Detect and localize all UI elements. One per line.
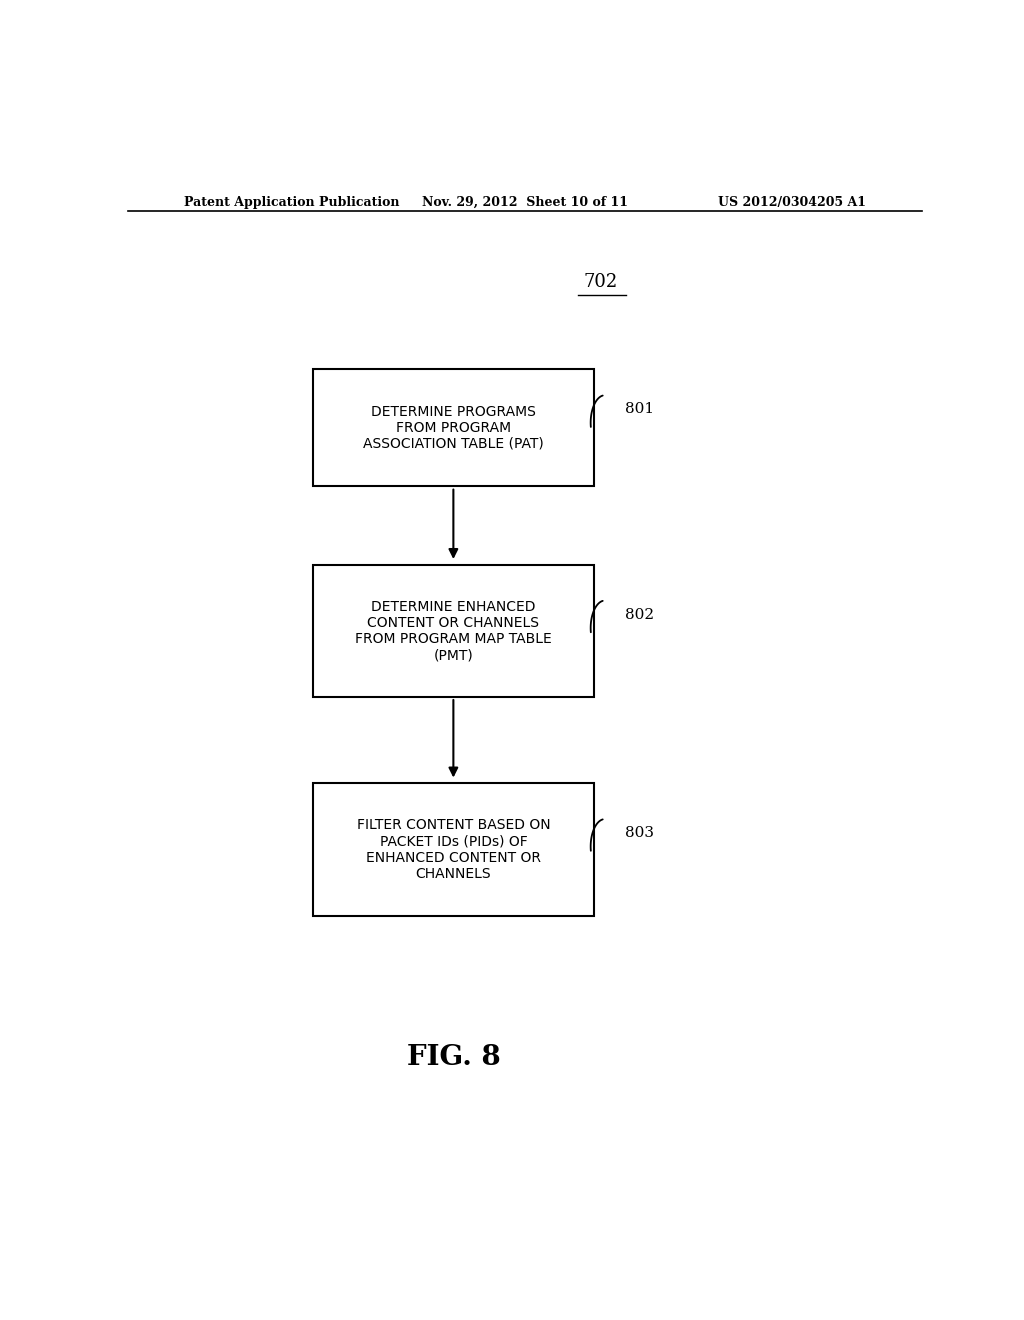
Text: 702: 702 bbox=[583, 273, 617, 292]
Text: DETERMINE ENHANCED
CONTENT OR CHANNELS
FROM PROGRAM MAP TABLE
(PMT): DETERMINE ENHANCED CONTENT OR CHANNELS F… bbox=[355, 599, 552, 663]
Bar bbox=[312, 565, 594, 697]
Text: FIG. 8: FIG. 8 bbox=[407, 1044, 501, 1072]
Text: 801: 801 bbox=[625, 403, 654, 416]
Text: 802: 802 bbox=[625, 607, 654, 622]
Text: US 2012/0304205 A1: US 2012/0304205 A1 bbox=[718, 195, 866, 209]
Text: 803: 803 bbox=[625, 826, 653, 841]
Text: FILTER CONTENT BASED ON
PACKET IDs (PIDs) OF
ENHANCED CONTENT OR
CHANNELS: FILTER CONTENT BASED ON PACKET IDs (PIDs… bbox=[356, 818, 550, 880]
Bar bbox=[312, 370, 594, 486]
Text: DETERMINE PROGRAMS
FROM PROGRAM
ASSOCIATION TABLE (PAT): DETERMINE PROGRAMS FROM PROGRAM ASSOCIAT… bbox=[362, 404, 544, 451]
Text: Nov. 29, 2012  Sheet 10 of 11: Nov. 29, 2012 Sheet 10 of 11 bbox=[422, 195, 628, 209]
Text: Patent Application Publication: Patent Application Publication bbox=[183, 195, 399, 209]
Bar bbox=[312, 784, 594, 916]
